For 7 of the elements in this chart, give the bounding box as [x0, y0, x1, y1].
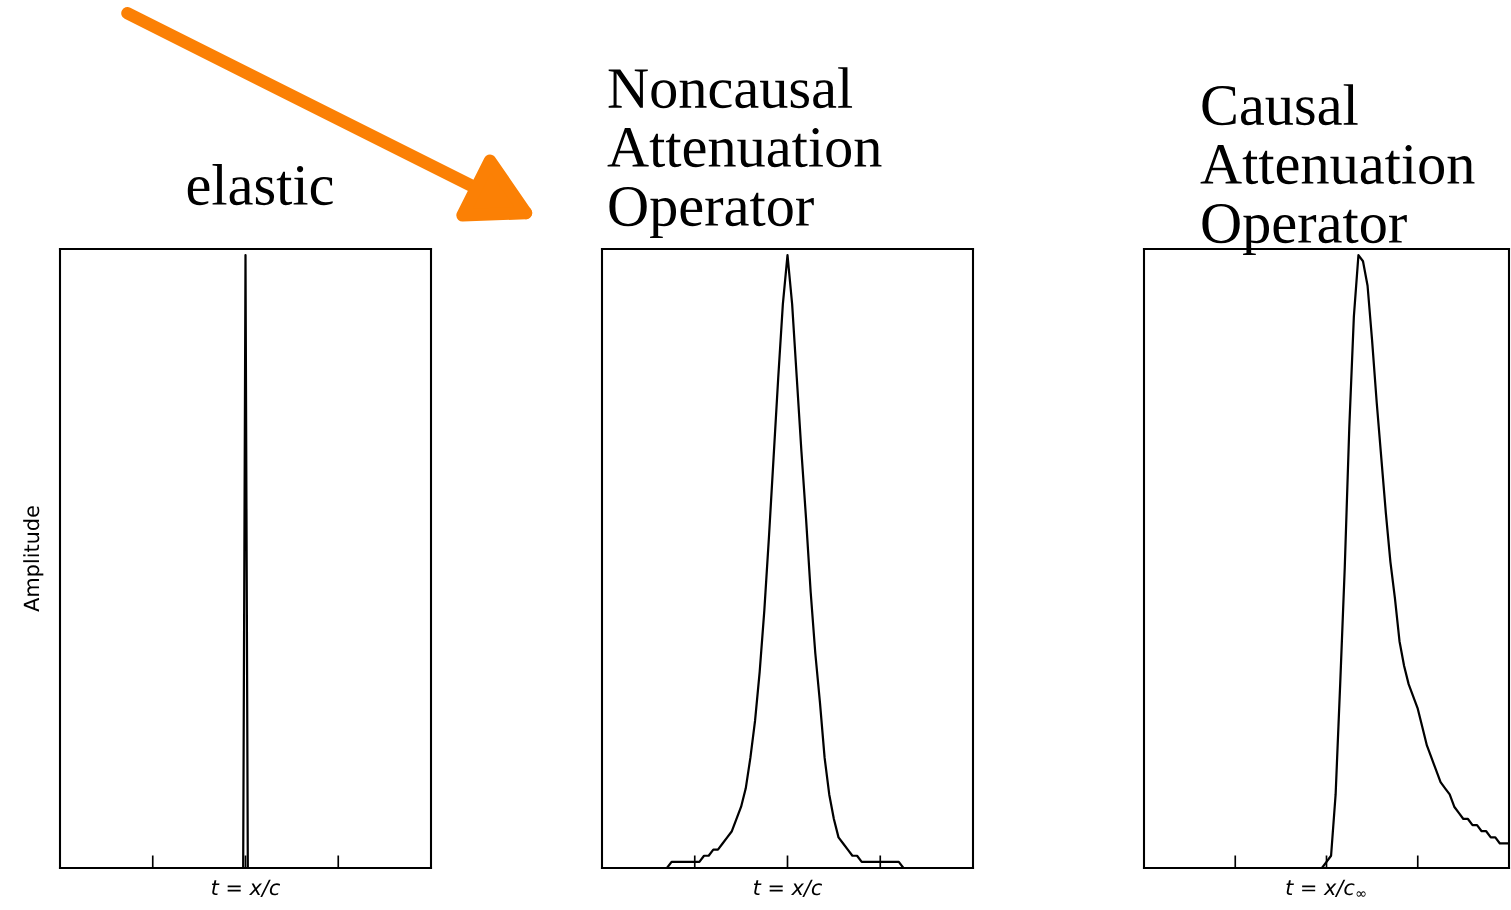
chart-title: Causal Attenuation Operator	[1200, 84, 1475, 255]
text: t = x/c	[212, 879, 281, 897]
chart-title: elastic	[187, 164, 333, 206]
y-axis-title: Amplitude	[23, 506, 44, 612]
chart-title: Noncausal Attenuation Operator	[607, 67, 882, 238]
text: t = x/c$_{∞}$	[1286, 879, 1366, 897]
text: t = x/c	[754, 879, 823, 897]
